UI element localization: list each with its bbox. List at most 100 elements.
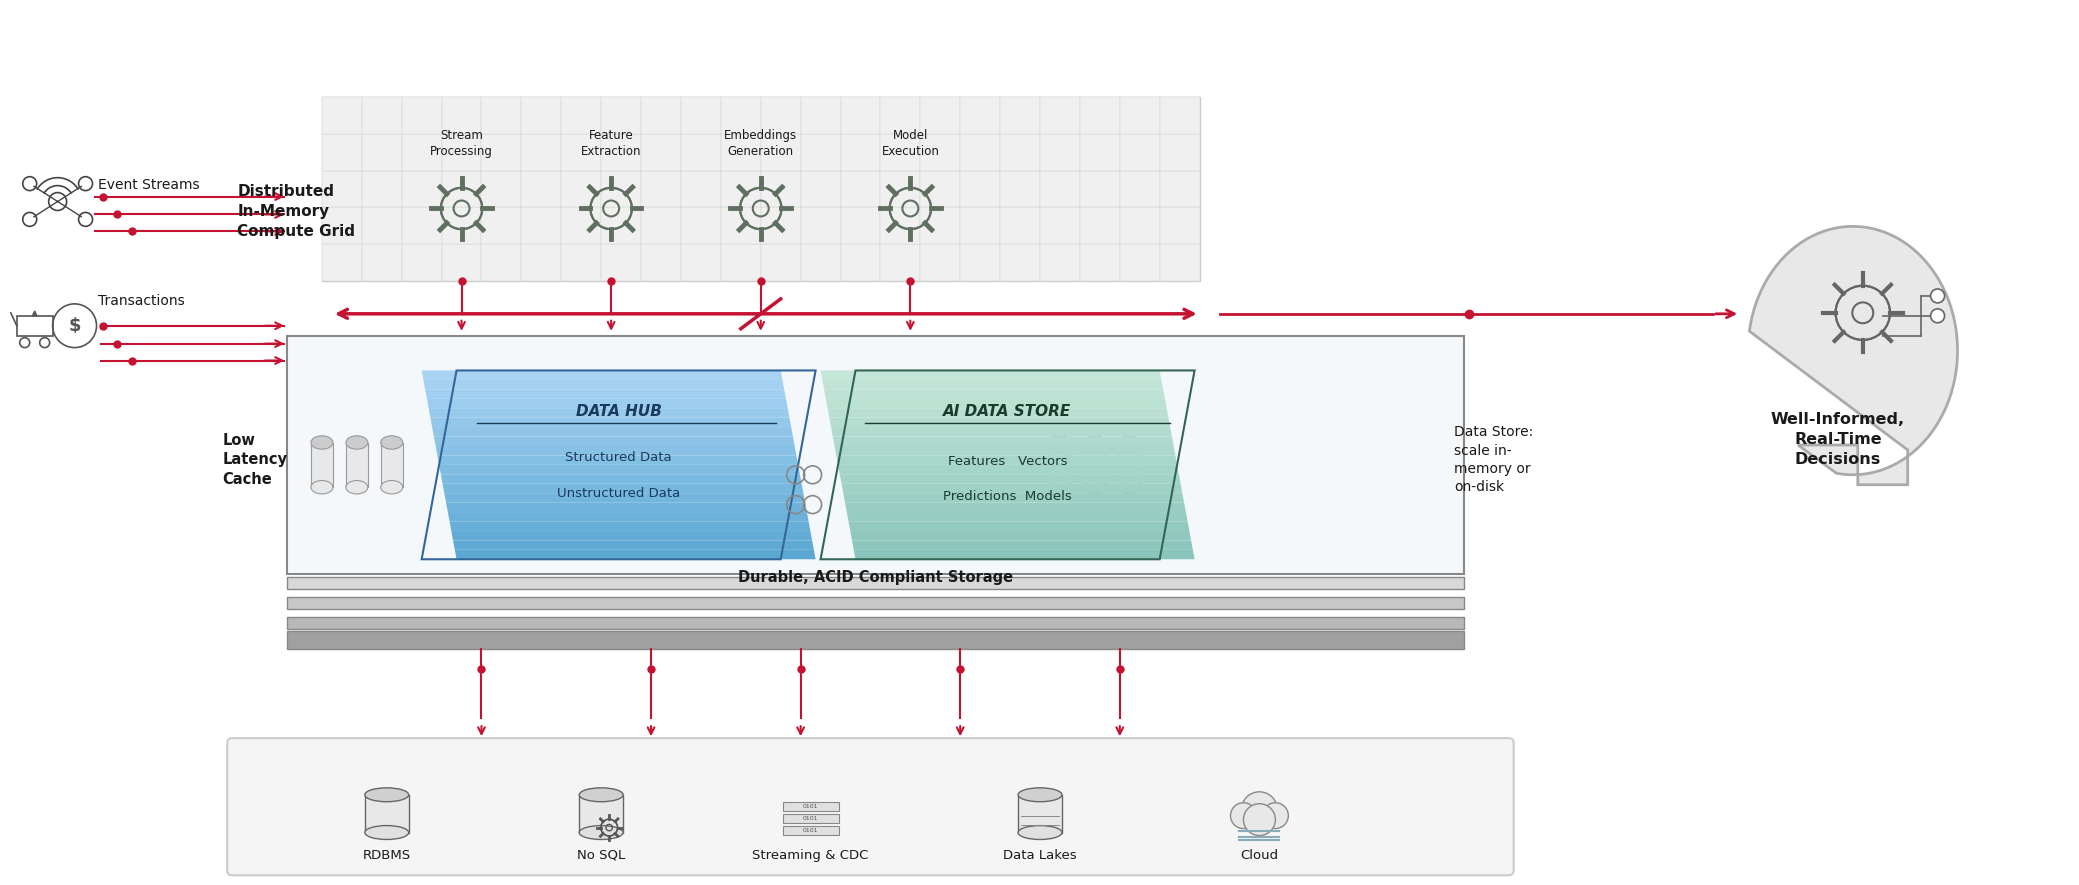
FancyBboxPatch shape	[761, 171, 800, 207]
FancyBboxPatch shape	[1121, 244, 1160, 281]
FancyBboxPatch shape	[721, 171, 761, 207]
FancyBboxPatch shape	[1040, 134, 1079, 171]
Polygon shape	[844, 503, 1185, 512]
FancyBboxPatch shape	[1079, 244, 1121, 281]
FancyBboxPatch shape	[287, 597, 1464, 609]
FancyBboxPatch shape	[601, 97, 640, 134]
FancyBboxPatch shape	[561, 97, 601, 134]
FancyBboxPatch shape	[441, 171, 482, 207]
Polygon shape	[823, 380, 1162, 389]
FancyBboxPatch shape	[322, 97, 362, 134]
FancyBboxPatch shape	[441, 134, 482, 171]
Polygon shape	[854, 550, 1195, 559]
Polygon shape	[447, 503, 807, 512]
FancyBboxPatch shape	[1121, 134, 1160, 171]
FancyBboxPatch shape	[1160, 244, 1200, 281]
Circle shape	[1241, 792, 1277, 827]
Text: Well-Informed,
Real-Time
Decisions: Well-Informed, Real-Time Decisions	[1771, 412, 1904, 466]
FancyBboxPatch shape	[522, 171, 561, 207]
Text: No SQL: No SQL	[578, 849, 626, 862]
Polygon shape	[840, 474, 1181, 484]
Polygon shape	[439, 465, 800, 474]
Polygon shape	[449, 521, 811, 531]
FancyBboxPatch shape	[522, 97, 561, 134]
FancyBboxPatch shape	[640, 134, 682, 171]
FancyBboxPatch shape	[800, 97, 840, 134]
Ellipse shape	[1119, 435, 1141, 450]
FancyBboxPatch shape	[879, 244, 921, 281]
Polygon shape	[1748, 227, 1958, 485]
FancyBboxPatch shape	[800, 171, 840, 207]
Polygon shape	[422, 371, 782, 380]
Polygon shape	[453, 541, 813, 550]
Polygon shape	[825, 399, 1166, 408]
FancyBboxPatch shape	[287, 577, 1464, 589]
FancyBboxPatch shape	[1083, 442, 1106, 488]
Text: Model
Execution: Model Execution	[881, 129, 940, 158]
FancyBboxPatch shape	[1000, 97, 1040, 134]
Text: Event Streams: Event Streams	[98, 178, 200, 192]
Polygon shape	[455, 550, 815, 559]
FancyBboxPatch shape	[362, 207, 401, 244]
FancyBboxPatch shape	[441, 244, 482, 281]
Polygon shape	[432, 427, 792, 436]
Text: Distributed
In-Memory
Compute Grid: Distributed In-Memory Compute Grid	[237, 184, 356, 239]
Text: Structured Data: Structured Data	[565, 450, 672, 464]
Polygon shape	[445, 493, 805, 503]
FancyBboxPatch shape	[960, 171, 1000, 207]
FancyBboxPatch shape	[1121, 97, 1160, 134]
FancyBboxPatch shape	[362, 171, 401, 207]
FancyBboxPatch shape	[682, 244, 721, 281]
Polygon shape	[834, 436, 1175, 446]
FancyBboxPatch shape	[1121, 171, 1160, 207]
Polygon shape	[834, 446, 1175, 456]
FancyBboxPatch shape	[721, 244, 761, 281]
Text: Data Store:
scale in-
memory or
on-disk: Data Store: scale in- memory or on-disk	[1453, 426, 1532, 495]
FancyBboxPatch shape	[362, 244, 401, 281]
Text: 0101: 0101	[802, 816, 819, 820]
Text: Embeddings
Generation: Embeddings Generation	[723, 129, 798, 158]
Ellipse shape	[312, 435, 333, 450]
FancyBboxPatch shape	[840, 171, 879, 207]
FancyBboxPatch shape	[312, 442, 333, 488]
FancyBboxPatch shape	[721, 134, 761, 171]
Polygon shape	[428, 408, 790, 418]
FancyBboxPatch shape	[401, 171, 441, 207]
FancyBboxPatch shape	[522, 207, 561, 244]
FancyBboxPatch shape	[561, 244, 601, 281]
FancyBboxPatch shape	[840, 97, 879, 134]
FancyBboxPatch shape	[840, 134, 879, 171]
Text: Transactions: Transactions	[98, 294, 185, 308]
Circle shape	[1231, 803, 1256, 828]
FancyBboxPatch shape	[1040, 207, 1079, 244]
FancyBboxPatch shape	[761, 134, 800, 171]
FancyBboxPatch shape	[322, 171, 362, 207]
FancyBboxPatch shape	[380, 442, 403, 488]
FancyBboxPatch shape	[1000, 134, 1040, 171]
FancyBboxPatch shape	[960, 244, 1000, 281]
Text: Features   Vectors: Features Vectors	[948, 455, 1067, 467]
FancyBboxPatch shape	[401, 134, 441, 171]
FancyBboxPatch shape	[879, 97, 921, 134]
Text: $: $	[69, 317, 81, 335]
FancyBboxPatch shape	[921, 244, 960, 281]
FancyBboxPatch shape	[1079, 134, 1121, 171]
FancyBboxPatch shape	[782, 802, 838, 811]
Polygon shape	[832, 427, 1173, 436]
FancyBboxPatch shape	[601, 207, 640, 244]
FancyBboxPatch shape	[1040, 171, 1079, 207]
FancyBboxPatch shape	[287, 335, 1464, 574]
FancyBboxPatch shape	[682, 171, 721, 207]
Text: AI DATA STORE: AI DATA STORE	[944, 404, 1071, 419]
Text: Low
Latency
Cache: Low Latency Cache	[222, 433, 287, 487]
FancyBboxPatch shape	[761, 97, 800, 134]
FancyBboxPatch shape	[601, 134, 640, 171]
FancyBboxPatch shape	[345, 442, 368, 488]
FancyBboxPatch shape	[482, 207, 522, 244]
FancyBboxPatch shape	[322, 207, 362, 244]
Text: Unstructured Data: Unstructured Data	[557, 487, 680, 500]
Polygon shape	[437, 446, 796, 456]
FancyBboxPatch shape	[1160, 134, 1200, 171]
Ellipse shape	[580, 826, 624, 840]
FancyBboxPatch shape	[640, 97, 682, 134]
